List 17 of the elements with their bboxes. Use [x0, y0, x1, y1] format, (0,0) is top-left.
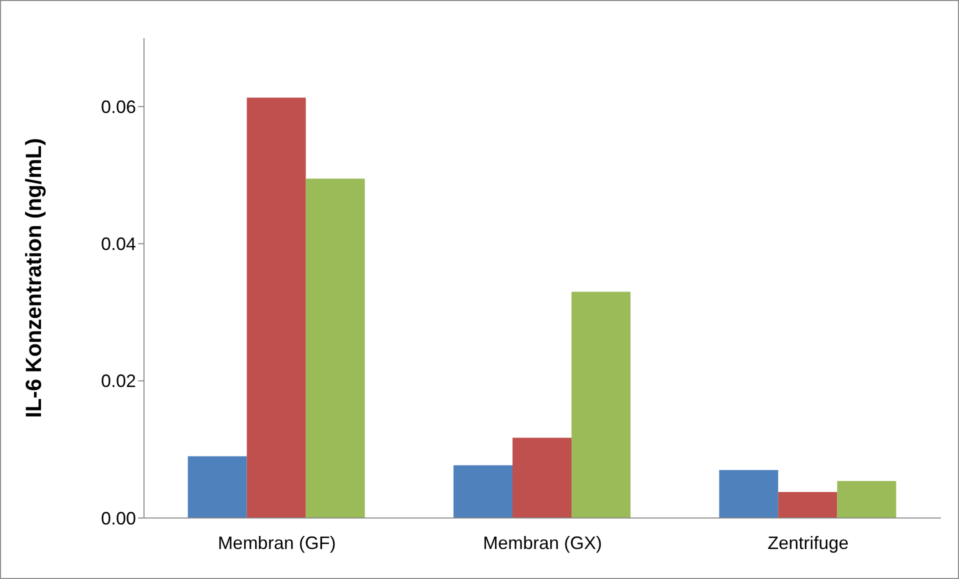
bar: [454, 465, 512, 518]
y-tick-label: 0.04: [100, 234, 136, 254]
bar: [572, 292, 630, 518]
bar: [246, 98, 306, 518]
y-axis-title: IL-6 Konzentration (ng/mL): [20, 138, 46, 418]
x-tick-label: Membran (GX): [482, 532, 602, 553]
y-tick-label: 0.00: [100, 508, 136, 528]
x-tick-label: Membran (GF): [218, 532, 336, 553]
bar: [837, 480, 896, 518]
bar: [512, 438, 572, 518]
bar: [188, 456, 247, 518]
x-tick-label: Zentrifuge: [768, 532, 849, 553]
bar: [719, 470, 778, 518]
bar: [778, 492, 838, 518]
bar: [306, 178, 365, 518]
y-tick-label: 0.02: [100, 371, 136, 392]
y-tick-label: 0.06: [100, 96, 136, 117]
